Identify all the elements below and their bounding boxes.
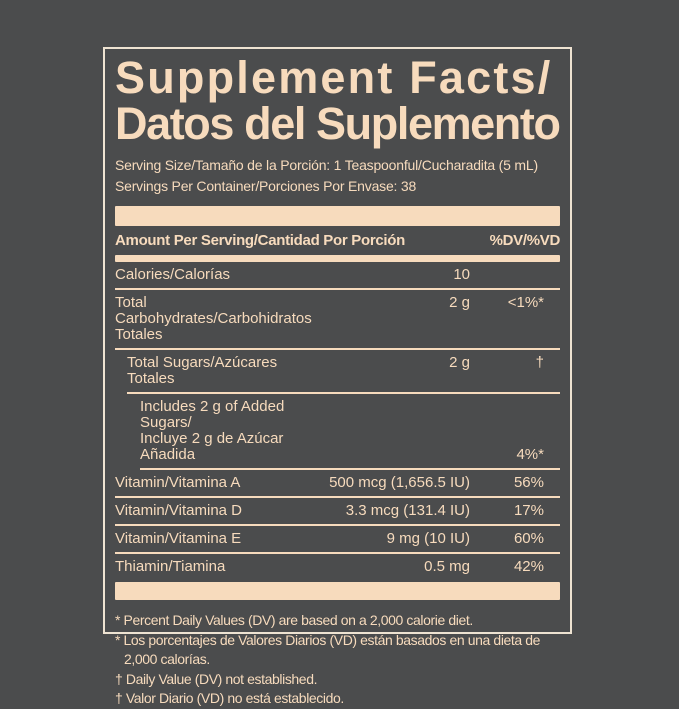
nutrient-name-line1: Includes 2 g of Added Sugars/	[140, 398, 285, 431]
footnote-dv-spanish: * Los porcentajes de Valores Diarios (VD…	[115, 631, 541, 668]
separator-bar-medium	[115, 255, 560, 262]
nutrient-amount: 0.5 mg	[424, 558, 470, 575]
nutrient-row-added-sugars: Includes 2 g of Added Sugars/ Incluye 2 …	[140, 394, 560, 470]
nutrient-name: Thiamin/Tiamina	[115, 558, 226, 575]
nutrient-name-line2: Incluye 2 g de Azúcar Añadida	[140, 430, 284, 463]
amount-per-serving-label: Amount Per Serving/Cantidad Por Porción	[115, 232, 406, 249]
nutrient-row-vitamin-d: Vitamin/Vitamina D 3.3 mcg (131.4 IU) 17…	[115, 498, 560, 526]
nutrient-name: Calories/Calorías	[115, 266, 231, 283]
nutrient-amount: 10	[453, 266, 470, 283]
nutrient-row-vitamin-a: Vitamin/Vitamina A 500 mcg (1,656.5 IU) …	[115, 470, 560, 498]
nutrient-name: Vitamin/Vitamina E	[115, 530, 242, 547]
nutrient-dv: 42%	[513, 558, 544, 575]
nutrient-name: Total Sugars/Azúcares Totales	[127, 354, 278, 387]
nutrient-amount: 2 g	[449, 354, 470, 371]
nutrient-name: Total Carbohydrates/Carbohidratos Totale…	[115, 294, 312, 343]
serving-size-line: Serving Size/Tamaño de la Porción: 1 Tea…	[115, 157, 538, 173]
page-background: { "label": { "title_line1": "Supplement …	[103, 47, 572, 706]
nutrient-dv: †	[535, 354, 544, 371]
supplement-facts-label: Supplement Facts/ Datos del Suplemento S…	[103, 47, 572, 706]
nutrient-row-calories: Calories/Calorías 10	[115, 262, 560, 290]
separator-bar-bottom	[115, 582, 560, 600]
nutrient-dv: 60%	[513, 530, 544, 547]
nutrient-dv: 56%	[513, 474, 544, 491]
footnote-dagger-english: † Daily Value (DV) not established.	[115, 670, 318, 687]
amount-header-row: Amount Per Serving/Cantidad Por Porción …	[115, 226, 560, 255]
footnote-dagger-spanish: † Valor Diario (VD) no está establecido.	[115, 690, 344, 706]
nutrient-row-vitamin-e: Vitamin/Vitamina E 9 mg (10 IU) 60%	[115, 526, 560, 554]
nutrient-row-total-carbohydrates: Total Carbohydrates/Carbohidratos Totale…	[115, 290, 560, 350]
nutrient-amount: 500 mcg (1,656.5 IU)	[329, 474, 470, 491]
footnotes-section: * Percent Daily Values (DV) are based on…	[115, 611, 560, 709]
footnote-dv-english: * Percent Daily Values (DV) are based on…	[115, 612, 473, 628]
nutrient-name: Includes 2 g of Added Sugars/ Incluye 2 …	[140, 399, 328, 463]
serving-info: Serving Size/Tamaño de la Porción: 1 Tea…	[115, 155, 560, 197]
dv-header-label: %DV/%VD	[489, 232, 561, 249]
nutrient-amount: 9 mg (10 IU)	[386, 530, 470, 547]
nutrient-name: Vitamin/Vitamina A	[115, 474, 241, 491]
separator-bar-top	[115, 206, 560, 226]
nutrient-amount: 3.3 mcg (131.4 IU)	[345, 502, 470, 519]
label-title: Supplement Facts/ Datos del Suplemento	[115, 52, 561, 149]
nutrient-name: Vitamin/Vitamina D	[115, 502, 243, 519]
nutrient-dv: 17%	[513, 502, 544, 519]
nutrient-dv: <1%*	[507, 294, 544, 311]
nutrient-row-total-sugars: Total Sugars/Azúcares Totales 2 g †	[127, 350, 560, 394]
nutrient-dv: 4%*	[516, 446, 544, 463]
nutrient-amount: 2 g	[449, 294, 470, 311]
servings-per-container-line: Servings Per Container/Porciones Por Env…	[115, 178, 417, 194]
title-line-english: Supplement Facts/	[115, 52, 553, 103]
title-line-spanish: Datos del Suplemento	[115, 98, 561, 149]
nutrient-row-thiamin: Thiamin/Tiamina 0.5 mg 42%	[115, 554, 560, 580]
nutrient-table: Calories/Calorías 10 Total Carbohydrates…	[115, 262, 560, 580]
